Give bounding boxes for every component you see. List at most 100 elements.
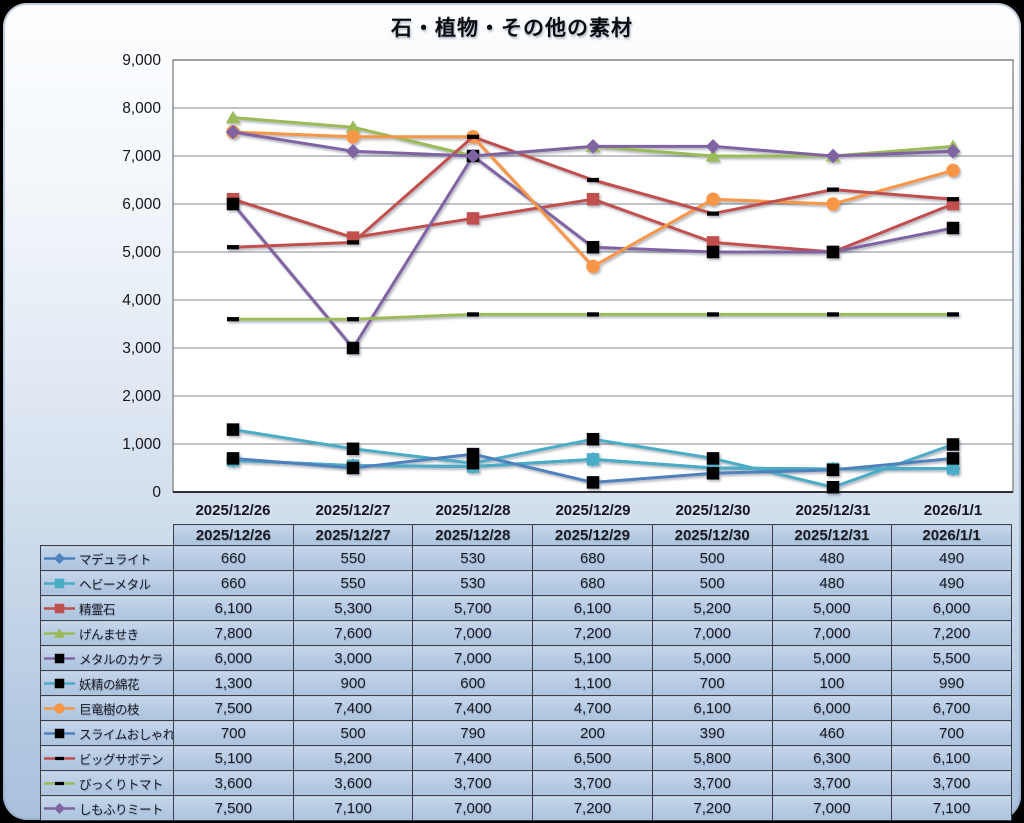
price-cell: 7,000 <box>412 645 534 671</box>
price-cell: 550 <box>292 545 414 571</box>
price-cell: 480 <box>771 545 893 571</box>
price-cell: 6,700 <box>891 695 1012 721</box>
series-8-marker <box>947 197 959 202</box>
series-7-marker <box>586 476 600 489</box>
price-cell: 600 <box>412 670 534 696</box>
series-5-marker <box>706 452 720 465</box>
series-1-marker <box>586 453 600 466</box>
price-cell: 680 <box>532 570 653 596</box>
series-7-marker <box>946 452 960 465</box>
price-cell: 3,700 <box>651 770 773 796</box>
table-row: メタルのカケラ 6,000 3,000 7,000 5,100 5,000 5,000 5,5… <box>40 645 1012 671</box>
series-name: げんませき <box>79 627 139 642</box>
series-10-marker <box>345 143 361 159</box>
price-cell: 3,600 <box>292 770 414 796</box>
legend-marker <box>54 781 65 785</box>
price-cell: 990 <box>891 670 1012 696</box>
legend-cell-8: ビッグサボテン <box>40 745 174 771</box>
price-cell: 4,700 <box>532 695 653 721</box>
legend-cell-4: メタルのカケラ <box>40 645 174 671</box>
legend-cell-7: スライムおしゃれ花 <box>40 720 174 746</box>
series-4-marker <box>586 240 600 254</box>
table-header-date: 2025/12/31 <box>771 524 893 546</box>
price-cell: 7,200 <box>891 620 1012 646</box>
price-cell: 700 <box>651 670 773 696</box>
legend-marker <box>54 756 65 760</box>
series-marker-icon <box>44 702 75 714</box>
price-cell: 3,000 <box>292 645 414 671</box>
y-axis-label: 1,000 <box>122 436 161 453</box>
series-4-marker <box>346 341 360 355</box>
legend-marker <box>53 802 66 814</box>
y-axis-label: 0 <box>152 484 161 501</box>
legend-cell-9: びっくりトマト <box>40 770 174 796</box>
series-6-marker <box>586 259 600 274</box>
price-cell: 7,200 <box>532 795 653 821</box>
series-7-marker <box>826 463 840 477</box>
price-cell: 5,300 <box>292 595 414 621</box>
price-cell: 700 <box>891 720 1012 746</box>
series-8-marker <box>467 134 479 139</box>
x-axis-label: 2025/12/31 <box>795 502 870 519</box>
series-4-marker <box>826 245 840 259</box>
price-cell: 7,000 <box>771 795 893 821</box>
legend-cell-3: げんませき <box>40 620 174 646</box>
price-cell: 3,700 <box>532 770 653 796</box>
price-cell: 790 <box>412 720 534 746</box>
price-cell: 7,600 <box>292 620 414 646</box>
table-row: スライムおしゃれ花700500790200390460700 <box>40 720 1012 746</box>
price-cell: 7,200 <box>651 795 773 821</box>
table-row: しもふりミート 7,500 7,100 7,000 7,200 7,200 7,000 7,1… <box>40 795 1012 821</box>
price-cell: 5,200 <box>651 595 773 621</box>
series-2-marker <box>586 192 600 206</box>
legend-cell-5: 妖精の綿花 <box>40 670 174 696</box>
y-axis-label: 4,000 <box>122 292 161 309</box>
price-cell: 7,000 <box>651 620 773 646</box>
table-header-date: 2025/12/30 <box>651 524 773 546</box>
price-table-body: 2025/12/26 2025/12/27 2025/12/28 2025/12/29… <box>40 524 1012 821</box>
price-cell: 5,700 <box>412 595 534 621</box>
y-axis-label: 3,000 <box>122 340 161 357</box>
price-cell: 3,700 <box>891 770 1012 796</box>
price-cell: 5,500 <box>891 645 1012 671</box>
price-cell: 7,400 <box>412 695 534 721</box>
y-axis-label: 7,000 <box>122 148 161 165</box>
series-3-marker <box>225 110 241 124</box>
price-cell: 7,500 <box>173 695 294 721</box>
series-2-marker <box>706 236 720 249</box>
series-name: スライムおしゃれ花 <box>79 727 173 742</box>
price-cell: 6,300 <box>771 745 893 771</box>
y-axis-label: 2,000 <box>122 388 161 405</box>
price-cell: 700 <box>173 720 294 746</box>
price-cell: 5,000 <box>771 645 893 671</box>
table-header-date: 2025/12/27 <box>292 524 414 546</box>
plot-area <box>173 60 1013 492</box>
legend-marker <box>53 627 66 638</box>
legend-cell-2: 精霊石 <box>40 595 174 621</box>
legend-cell-10: しもふりミート <box>40 795 174 821</box>
series-2-marker <box>466 212 480 225</box>
price-cell: 7,400 <box>292 695 414 721</box>
price-cell: 7,000 <box>412 620 534 646</box>
legend-marker <box>54 578 65 588</box>
series-8-marker <box>347 240 359 245</box>
legend-marker <box>54 678 65 688</box>
price-cell: 7,000 <box>412 795 534 821</box>
y-axis-label: 5,000 <box>122 244 161 261</box>
series-6-marker <box>826 197 840 211</box>
price-cell: 390 <box>651 720 773 746</box>
price-cell: 6,500 <box>532 745 653 771</box>
series-name: ビッグサボテン <box>79 752 164 767</box>
series-marker-icon <box>44 653 75 663</box>
series-9-marker <box>467 312 479 317</box>
table-corner-cell <box>41 525 174 546</box>
series-name: しもふりミート <box>79 802 164 817</box>
series-6-marker <box>706 192 720 206</box>
price-cell: 900 <box>292 670 414 696</box>
price-cell: 5,100 <box>532 645 653 671</box>
series-marker-icon <box>44 627 75 638</box>
x-axis-label: 2025/12/29 <box>555 502 630 519</box>
series-name: 妖精の綿花 <box>79 677 140 692</box>
price-cell: 6,100 <box>173 595 294 621</box>
price-cell: 7,100 <box>292 795 414 821</box>
